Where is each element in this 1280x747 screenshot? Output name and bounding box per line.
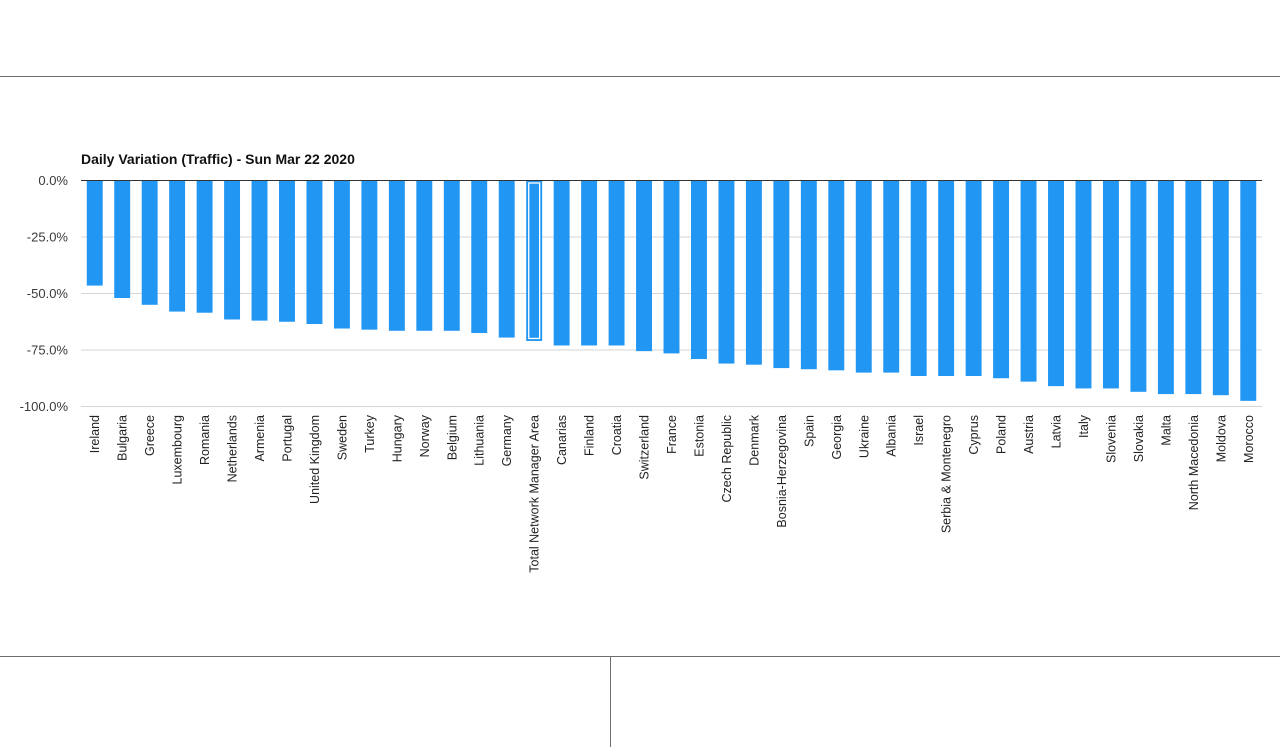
x-tick-label: Slovakia (1132, 415, 1146, 462)
x-tick-label: Lithuania (473, 415, 487, 466)
x-tick-label: United Kingdom (308, 415, 322, 504)
x-tick-label: Total Network Manager Area (528, 415, 542, 573)
x-tick-label: Italy (1077, 414, 1091, 438)
x-tick-label: Austria (1022, 415, 1036, 454)
bar (718, 180, 735, 364)
bar (1157, 180, 1174, 395)
x-tick-label: Germany (500, 414, 514, 466)
bar (333, 180, 350, 329)
x-tick-label: Finland (583, 415, 597, 456)
bar (938, 180, 955, 376)
bar (1130, 180, 1147, 392)
bar (169, 180, 186, 312)
bar (443, 180, 460, 331)
x-tick-label: Malta (1159, 415, 1173, 446)
bar (800, 180, 817, 370)
x-tick-label: Slovenia (1104, 415, 1118, 463)
x-tick-label: Sweden (335, 415, 349, 460)
bar (855, 180, 872, 373)
y-tick-label: 0.0% (38, 173, 68, 188)
bottom-panel-divider (610, 656, 611, 747)
bar (581, 180, 598, 346)
bar (1048, 180, 1064, 387)
bar (1102, 180, 1119, 389)
bar (773, 180, 790, 369)
bar (471, 180, 488, 334)
bar (910, 180, 927, 376)
x-tick-label: Spain (802, 415, 816, 447)
bottom-divider (0, 656, 1280, 657)
bar (196, 180, 213, 313)
bar (965, 180, 982, 376)
bar (1240, 180, 1257, 401)
bar (498, 180, 515, 338)
bar (141, 180, 158, 305)
x-tick-label: Greece (143, 415, 157, 456)
bar-highlight-outline (528, 182, 541, 340)
x-tick-label: North Macedonia (1187, 415, 1201, 510)
bar (636, 180, 652, 352)
x-tick-label: Canarias (555, 415, 569, 465)
chart-title: Daily Variation (Traffic) - Sun Mar 22 2… (81, 151, 355, 167)
bar (1185, 180, 1202, 395)
x-tick-label: Netherlands (226, 415, 240, 482)
bar (361, 180, 378, 330)
x-tick-label: Poland (995, 415, 1009, 454)
x-tick-label: Serbia & Montenegro (940, 415, 954, 533)
x-tick-label: Denmark (747, 414, 761, 465)
bar (828, 180, 845, 371)
bar (745, 180, 762, 365)
x-tick-label: Israel (912, 415, 926, 446)
x-tick-label: Hungary (390, 414, 404, 462)
x-tick-label: Latvia (1050, 415, 1064, 448)
x-tick-label: Armenia (253, 415, 267, 462)
x-tick-label: Bosnia-Herzegovina (775, 415, 789, 528)
bar (86, 180, 103, 286)
x-tick-label: Ukraine (857, 415, 871, 458)
x-tick-label: Turkey (363, 414, 377, 452)
x-tick-label: Croatia (610, 415, 624, 455)
bar (663, 180, 680, 354)
x-tick-label: Estonia (692, 415, 706, 457)
x-tick-label: Norway (418, 414, 432, 457)
bar (279, 180, 295, 322)
y-tick-label: -50.0% (27, 286, 69, 301)
x-tick-label: France (665, 415, 679, 454)
bar (1212, 180, 1229, 396)
bar (114, 180, 131, 299)
bar (883, 180, 900, 373)
x-tick-label: Romania (198, 415, 212, 465)
top-divider (0, 76, 1280, 77)
bar (993, 180, 1010, 379)
x-tick-label: Cyprus (967, 415, 981, 455)
x-tick-label: Portugal (280, 415, 294, 462)
bar (526, 180, 543, 341)
x-tick-label: Moldova (1214, 415, 1228, 462)
x-tick-label: Ireland (88, 415, 102, 453)
x-tick-label: Georgia (830, 415, 844, 460)
y-tick-label: -75.0% (27, 343, 69, 358)
bar (388, 180, 405, 331)
bar (416, 180, 433, 331)
bar (251, 180, 268, 321)
x-tick-label: Switzerland (638, 415, 652, 480)
bar (224, 180, 241, 320)
x-tick-label: Belgium (445, 415, 459, 460)
bar (608, 180, 625, 346)
x-tick-label: Morocco (1242, 415, 1256, 463)
x-tick-label: Bulgaria (116, 415, 130, 461)
bar (1020, 180, 1037, 382)
bar-chart: 0.0% -25.0% -50.0% -75.0% -100.0% Ireland Bulg… (20, 173, 1262, 573)
bar (306, 180, 323, 325)
y-tick-label: -25.0% (27, 230, 69, 245)
bar (1075, 180, 1092, 389)
x-tick-label: Albania (885, 415, 899, 457)
bar (691, 180, 707, 360)
x-tick-label: Luxembourg (171, 415, 185, 485)
y-tick-label: -100.0% (20, 399, 69, 414)
x-tick-label: Czech Republic (720, 415, 734, 503)
bar (553, 180, 570, 346)
